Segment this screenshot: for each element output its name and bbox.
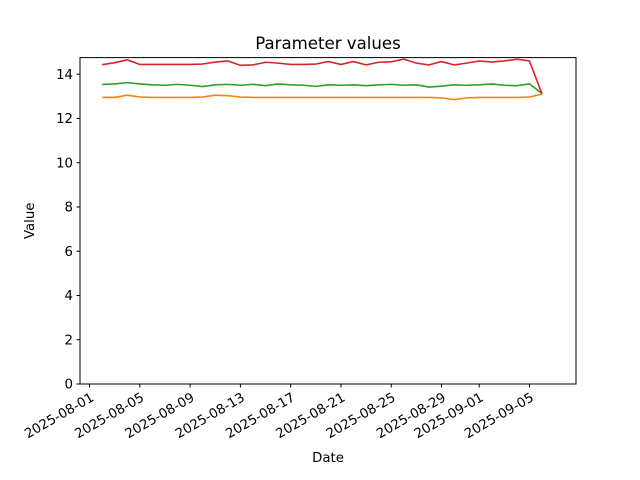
y-tick-label: 8 <box>65 201 73 216</box>
x-axis-label: Date <box>312 451 344 466</box>
chart-title: Parameter values <box>255 34 401 53</box>
green-series-line <box>102 81 543 95</box>
y-axis-label: Value <box>23 203 38 240</box>
y-tick-label: 12 <box>56 112 73 127</box>
plot-area <box>80 57 576 384</box>
orange-series-line <box>102 93 543 101</box>
y-tick-label: 4 <box>65 289 73 304</box>
y-tick-label: 10 <box>56 156 73 171</box>
y-tick-label: 0 <box>65 378 73 393</box>
y-tick-label: 6 <box>65 245 73 260</box>
y-tick-label: 14 <box>56 68 73 83</box>
axes-spines <box>79 57 577 385</box>
y-tick-label: 2 <box>65 333 73 348</box>
red-series-line <box>101 58 543 95</box>
